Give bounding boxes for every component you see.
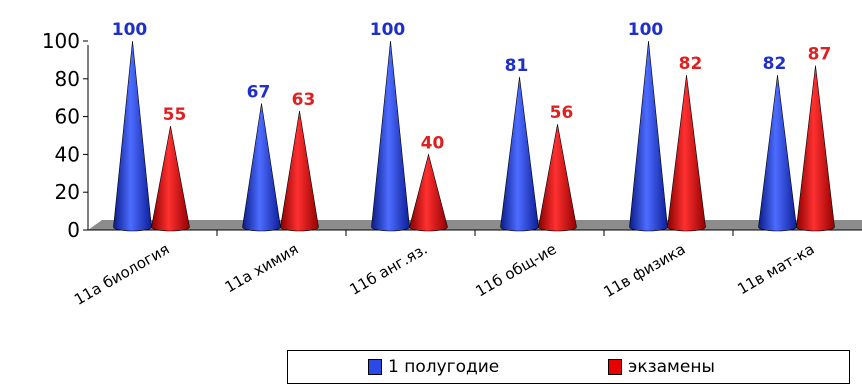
x-category-label: 11в физика <box>600 240 688 301</box>
cone-series-2 <box>409 153 448 232</box>
y-tick-label: 80 <box>55 67 80 91</box>
x-category-label: 11б общ-ие <box>473 240 560 301</box>
cone-series-2 <box>280 110 319 232</box>
legend: 1 полугодие экзамены <box>287 350 850 384</box>
cone-series-2 <box>151 125 190 232</box>
data-label: 55 <box>163 105 187 125</box>
data-label: 100 <box>370 20 406 40</box>
back-wall <box>88 33 862 230</box>
data-label: 100 <box>628 20 664 40</box>
y-tick-label: 40 <box>55 142 80 166</box>
x-category-label: 11а химия <box>222 240 302 296</box>
data-label: 40 <box>421 133 445 153</box>
data-label: 82 <box>679 54 703 74</box>
cone-series-2 <box>667 74 706 232</box>
legend-swatch-blue <box>368 359 382 375</box>
legend-swatch-red <box>608 359 622 375</box>
data-label: 100 <box>112 20 148 40</box>
x-category-label: 11б анг.яз. <box>347 240 431 299</box>
y-tick-label: 100 <box>42 29 80 53</box>
legend-item-series-1: 1 полугодие <box>368 357 499 377</box>
legend-label: 1 полугодие <box>388 357 500 377</box>
data-label: 81 <box>505 56 529 76</box>
data-label: 67 <box>247 82 271 102</box>
cone-series-2 <box>538 124 577 232</box>
y-tick-label: 60 <box>55 105 80 129</box>
cone-series-2 <box>796 65 835 232</box>
x-category-label: 11в мат-ка <box>734 240 817 298</box>
x-category-label: 11а биология <box>71 240 172 309</box>
data-label: 56 <box>550 103 574 123</box>
plot-floor <box>88 220 862 230</box>
data-label: 87 <box>808 45 832 65</box>
data-label: 82 <box>763 54 787 74</box>
y-tick-label: 20 <box>55 180 80 204</box>
legend-item-series-2: экзамены <box>608 357 715 377</box>
data-label: 63 <box>292 90 316 110</box>
legend-label: экзамены <box>628 357 715 377</box>
y-tick-label: 0 <box>67 218 80 242</box>
